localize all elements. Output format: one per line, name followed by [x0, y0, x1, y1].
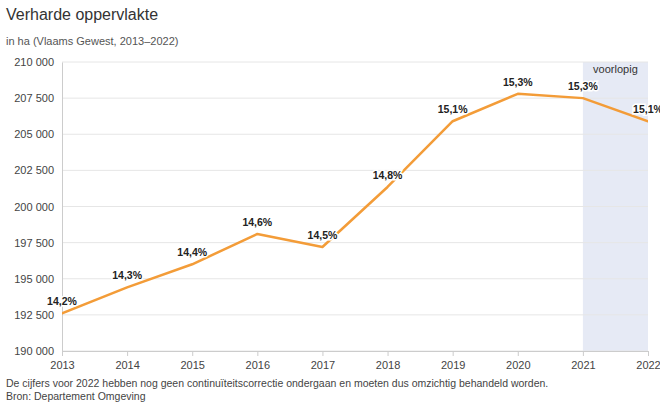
y-axis: 190 000 192 500 195 000 197 500 200 000 202 5… — [14, 56, 62, 357]
series-line — [62, 94, 648, 314]
y-tick: 205 000 — [14, 128, 62, 140]
y-tick-label: 207 500 — [14, 92, 54, 104]
y-tick: 190 000 — [14, 345, 62, 357]
y-tick: 200 000 — [14, 201, 62, 213]
x-tick-mark — [648, 351, 649, 356]
grid-line — [62, 314, 648, 315]
y-tick-label: 195 000 — [14, 273, 54, 285]
x-tick-mark — [518, 351, 519, 356]
chart: Verharde oppervlakte in ha (Vlaams Gewest… — [0, 0, 660, 411]
y-tick: 192 500 — [14, 309, 62, 321]
y-tick-label: 210 000 — [14, 56, 54, 68]
y-axis-line — [62, 63, 63, 352]
y-tick-label: 205 000 — [14, 128, 54, 140]
annotation: 14,5% — [308, 229, 338, 241]
x-tick: 2014 — [115, 351, 139, 371]
annotation: 14,8% — [373, 169, 403, 181]
y-tick-label: 197 500 — [14, 237, 54, 249]
shaded-region-label: voorlopig — [593, 63, 638, 75]
grid-line — [62, 206, 648, 207]
x-tick-label: 2014 — [115, 359, 139, 371]
x-tick-mark — [583, 351, 584, 356]
grid — [62, 62, 648, 351]
x-tick-label: 2020 — [506, 359, 530, 371]
x-tick-mark — [322, 351, 323, 356]
annotation: 15,3% — [568, 80, 598, 92]
annotation: 14,4% — [177, 246, 207, 258]
y-tick: 207 500 — [14, 92, 62, 104]
x-tick-label: 2013 — [50, 359, 74, 371]
x-tick-label: 2019 — [441, 359, 465, 371]
x-tick: 2020 — [506, 351, 530, 371]
y-tick: 210 000 — [14, 56, 62, 68]
title: Verharde oppervlakte — [6, 6, 158, 23]
grid-line — [62, 134, 648, 135]
y-tick: 202 500 — [14, 164, 62, 176]
x-tick: 2015 — [180, 351, 204, 371]
x-tick: 2018 — [376, 351, 400, 371]
grid-line — [62, 170, 648, 171]
annotation: 14,2% — [47, 295, 77, 307]
x-tick: 2021 — [571, 351, 595, 371]
x-tick-mark — [388, 351, 389, 356]
x-tick-label: 2017 — [311, 359, 335, 371]
y-tick-label: 202 500 — [14, 164, 54, 176]
x-tick-mark — [192, 351, 193, 356]
x-tick: 2013 — [50, 351, 74, 371]
grid-line — [62, 62, 648, 63]
x-tick-label: 2022 — [636, 359, 660, 371]
x-tick-mark — [62, 351, 63, 356]
subtitle: in ha (Vlaams Gewest, 2013–2022) — [6, 35, 178, 47]
y-tick-label: 192 500 — [14, 309, 54, 321]
x-tick-label: 2018 — [376, 359, 400, 371]
x-tick: 2019 — [441, 351, 465, 371]
note: Bron: Departement Omgeving — [6, 390, 146, 402]
x-tick: 2016 — [246, 351, 270, 371]
x-tick-mark — [257, 351, 258, 356]
x-tick-label: 2015 — [180, 359, 204, 371]
annotation: 14,3% — [112, 269, 142, 281]
x-tick: 2017 — [311, 351, 335, 371]
annotations: 14,2% 14,3% 14,4% 14,6% 14,5% 14,8% 15,1% 15,3%… — [47, 76, 660, 308]
y-tick-label: 200 000 — [14, 201, 54, 213]
y-tick-label: 190 000 — [14, 345, 54, 357]
x-tick-label: 2021 — [571, 359, 595, 371]
note: De cijfers voor 2022 hebben nog geen con… — [6, 377, 548, 389]
x-tick-mark — [127, 351, 128, 356]
x-tick: 2022 — [636, 351, 660, 371]
y-tick: 197 500 — [14, 237, 62, 249]
annotation: 15,3% — [503, 76, 533, 88]
x-tick-mark — [453, 351, 454, 356]
annotation: 15,1% — [633, 103, 660, 115]
x-axis: 2013 2014 2015 2016 2017 2018 2019 2020 2021 2022 — [50, 351, 660, 371]
y-tick: 195 000 — [14, 273, 62, 285]
x-tick-label: 2016 — [246, 359, 270, 371]
annotation: 15,1% — [438, 103, 468, 115]
annotation: 14,6% — [242, 216, 272, 228]
x-axis-line — [63, 352, 649, 357]
series-group — [62, 94, 648, 314]
grid-line — [62, 242, 648, 243]
